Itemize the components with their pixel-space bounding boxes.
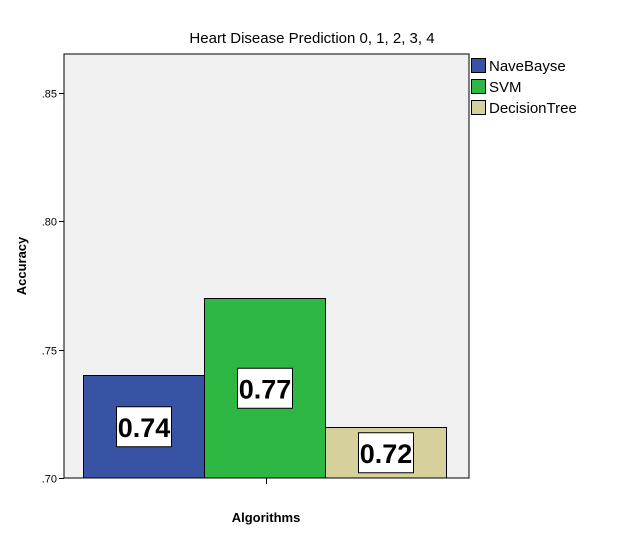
chart-title: Heart Disease Prediction 0, 1, 2, 3, 4 [189, 30, 434, 47]
legend-label-decisiontree: DecisionTree [489, 100, 577, 117]
y-tick-label: .75 [42, 346, 57, 358]
legend-swatch-svm [471, 79, 486, 94]
data-label-box [116, 406, 172, 448]
data-label-decisiontree: 0.72 [360, 439, 413, 469]
data-label-svm: 0.77 [239, 374, 292, 404]
legend-label-navebayse: NaveBayse [489, 58, 566, 75]
legend-label-svm: SVM [489, 79, 522, 96]
y-tick-label: .80 [42, 217, 57, 229]
data-label-box [237, 367, 293, 409]
legend-swatch-decisiontree [471, 100, 486, 115]
data-label-navebayse: 0.74 [118, 413, 171, 443]
y-tick-label: .70 [42, 474, 57, 486]
y-tick-label: .85 [42, 89, 57, 101]
legend-swatch-navebayse [471, 58, 486, 73]
y-axis: .70 .75 .80 .85 [42, 89, 64, 486]
x-axis-label: Algorithms [232, 510, 301, 525]
data-label-box [358, 432, 414, 474]
legend: NaveBayse SVM DecisionTree [471, 58, 577, 117]
y-axis-label: Accuracy [14, 236, 29, 295]
value-labels-group: 0.74 0.77 0.72 [116, 367, 414, 474]
